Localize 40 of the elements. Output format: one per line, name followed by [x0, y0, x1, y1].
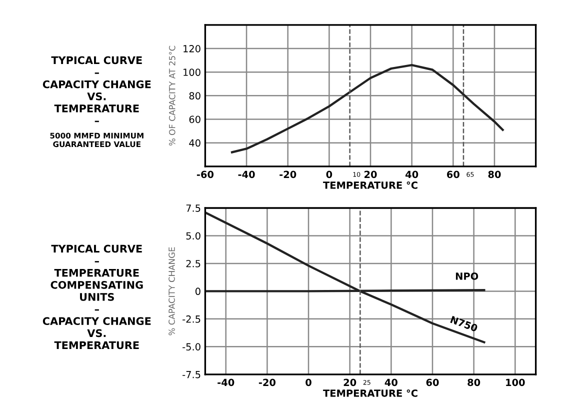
- x-tick-label: 40: [384, 378, 398, 386]
- y-tick-label: -2.5: [182, 315, 200, 323]
- y-tick-label: -5.0: [182, 343, 200, 350]
- y-tick-label: -7.5: [182, 371, 200, 378]
- x-tick-label: 0: [306, 378, 312, 386]
- x-tick-label: 40: [406, 170, 418, 178]
- y-tick-label: 7.5: [186, 204, 200, 212]
- x-tick-label: 60: [426, 378, 439, 386]
- y-tick-label: 100: [184, 68, 200, 76]
- y-tick-label: 80: [189, 92, 200, 100]
- y-tick-label: 0: [195, 288, 200, 296]
- line-series: [205, 211, 486, 344]
- x-tick-label: 20: [364, 170, 377, 178]
- x-tick-label: -40: [218, 378, 234, 386]
- y-tick-label: 40: [189, 139, 200, 147]
- x-tick-label: 80: [488, 170, 501, 178]
- text: TYPICAL CURVE: [51, 56, 142, 64]
- y-tick-label: 2.5: [186, 260, 200, 268]
- x-tick-label: -20: [258, 378, 276, 386]
- y-axis-title: % OF CAPACITY AT 25°C: [169, 46, 176, 146]
- text: – TEMPERATURE COMPENSATING UNITS – CAPACITY CHANGE VS. TEMPERATURE: [42, 261, 151, 350]
- x-tick-label: -40: [238, 170, 255, 178]
- x-tick-label: 20: [344, 378, 356, 386]
- x-tick-label: -20: [280, 170, 296, 178]
- x-tick-label: -60: [196, 170, 214, 178]
- y-tick-label: 5.0: [186, 232, 200, 240]
- y-tick-label: 120: [184, 45, 200, 52]
- text: – CAPACITY CHANGE VS. TEMPERATURE –: [42, 72, 151, 122]
- x-tick-label: 0: [326, 170, 332, 178]
- x-tick-label: 80: [468, 378, 480, 386]
- x-axis-title: TEMPERATURE °C: [323, 389, 418, 397]
- y-tick-label: 60: [189, 116, 200, 124]
- line-series: [230, 64, 504, 154]
- series-label: NPO: [456, 272, 478, 280]
- x-tick-label: 60: [446, 170, 460, 178]
- text: TYPICAL CURVE: [51, 244, 142, 253]
- y-axis-title: % CAPACITY CHANGE: [168, 247, 175, 336]
- x-tick-label: 100: [506, 378, 525, 386]
- x-axis-title: TEMPERATURE °C: [323, 181, 418, 189]
- text: N750: [450, 316, 478, 332]
